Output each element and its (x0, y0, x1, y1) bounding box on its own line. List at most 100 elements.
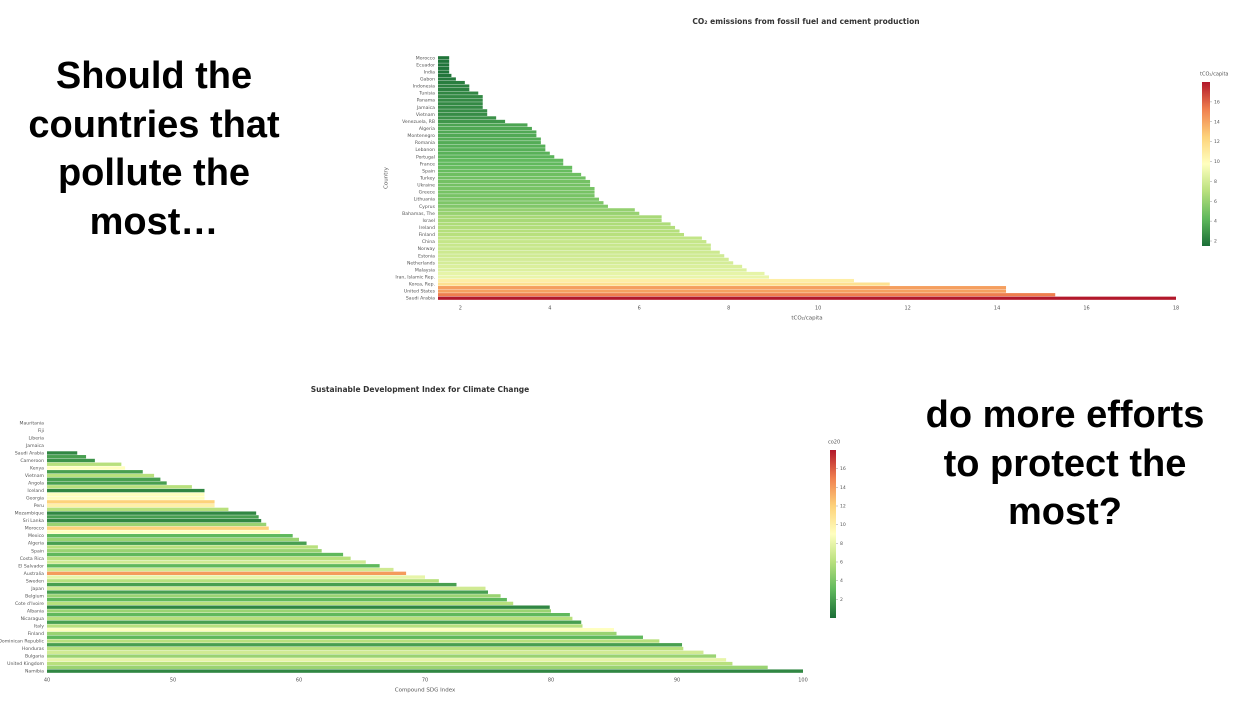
bar (438, 158, 564, 162)
x-tick-label: 8 (727, 306, 730, 312)
x-tick-label: 16 (1083, 306, 1089, 312)
bar (438, 116, 497, 120)
colorbar-tick-label: 4 (1214, 219, 1217, 225)
y-tick-label: Peru (34, 503, 44, 509)
bars (438, 56, 1176, 300)
bar (438, 187, 595, 191)
colorbar (830, 450, 836, 618)
y-tick-label: Belgium (25, 593, 44, 599)
y-tick-label: China (422, 239, 435, 245)
colorbar-tick-label: 4 (840, 578, 843, 584)
y-tick-label: Indonesia (413, 84, 435, 90)
x-tick-label: 6 (638, 306, 641, 312)
y-tick-label: Albania (27, 608, 44, 614)
y-tick-label: Vietnam (416, 112, 436, 118)
y-tick-label: Cameroon (20, 458, 44, 464)
y-tick-label: Israel (422, 218, 435, 224)
bar (47, 631, 617, 636)
y-tick-label: Mauritania (20, 420, 45, 426)
y-tick-label: Cyprus (419, 204, 436, 210)
bar (438, 165, 573, 169)
bar (47, 530, 281, 534)
bar (438, 123, 528, 127)
y-tick-label: Lebanon (415, 147, 435, 153)
colorbar-tick-label: 10 (840, 522, 846, 528)
bar (46, 444, 47, 447)
bar (47, 613, 570, 617)
y-tick-label: Cote d'Ivoire (15, 601, 44, 607)
y-tick-label: Ukraine (417, 183, 435, 189)
colorbar-tick-label: 12 (1214, 139, 1220, 145)
bar (438, 183, 591, 187)
bar (438, 286, 1007, 290)
chart-title: Sustainable Development Index for Climat… (311, 385, 530, 394)
y-tick-label: Namibia (25, 669, 44, 675)
bar (438, 73, 452, 78)
x-axis-label: Compound SDG Index (395, 688, 456, 694)
y-tick-label: Gabon (420, 76, 435, 82)
x-tick-label: 40 (44, 678, 50, 684)
y-tick-label: Panama (417, 98, 436, 104)
y-tick-label: Norway (418, 246, 436, 252)
x-tick-label: 4 (548, 306, 551, 312)
bar (438, 208, 635, 212)
bar (438, 151, 550, 155)
bar (47, 560, 366, 564)
y-tick-label: Algeria (28, 541, 44, 547)
y-tick-label: Jamaica (416, 105, 435, 111)
x-tick-label: 90 (674, 678, 680, 684)
bar (47, 455, 87, 459)
bars (46, 444, 803, 673)
bar (438, 261, 734, 265)
bar (438, 275, 769, 279)
bar (438, 169, 573, 173)
bar (47, 646, 684, 651)
bar (438, 293, 1056, 297)
y-tick-label: Japan (30, 586, 44, 592)
x-tick-label: 50 (170, 678, 176, 684)
bar (438, 112, 488, 116)
bar (47, 601, 514, 606)
bar (438, 77, 456, 81)
bar (438, 70, 450, 74)
bar (47, 628, 614, 632)
left-question: Should the countries that pollute the mo… (28, 55, 280, 243)
bar (47, 458, 95, 463)
bar (438, 296, 1176, 300)
bar (438, 59, 450, 63)
bar (47, 571, 407, 576)
x-tick-label: 2 (459, 306, 462, 312)
bar (47, 488, 205, 493)
colorbar-tick-label: 10 (1214, 159, 1220, 165)
y-tick-label: Honduras (22, 646, 45, 652)
bar (438, 66, 450, 70)
colorbar-tick-label: 14 (1214, 119, 1220, 125)
bar (438, 141, 541, 145)
y-tick-label: Tunisia (418, 91, 435, 97)
y-tick-label: France (420, 161, 435, 167)
bar (47, 496, 205, 500)
y-tick-label: Venezuela, RB (402, 119, 435, 125)
bar (47, 620, 582, 624)
colorbar (1202, 82, 1210, 246)
bar (438, 179, 591, 184)
bar (438, 84, 470, 88)
bar (47, 511, 257, 515)
bar (438, 282, 890, 286)
bar (438, 126, 532, 131)
x-tick-label: 12 (904, 306, 910, 312)
y-tick-label: United States (404, 289, 436, 295)
bar (47, 624, 583, 628)
bar (438, 109, 488, 113)
y-axis-label: Country (384, 166, 390, 189)
bar (47, 492, 205, 497)
bar (438, 236, 702, 240)
y-tick-label: Korea, Rep. (409, 282, 435, 288)
y-tick-label: Montenegro (407, 133, 435, 139)
y-tick-label: United Kingdom (7, 661, 44, 667)
colorbar-tick-label: 2 (840, 597, 843, 603)
bar (47, 579, 439, 583)
y-tick-label: Spain (31, 548, 44, 554)
bar (438, 197, 600, 201)
